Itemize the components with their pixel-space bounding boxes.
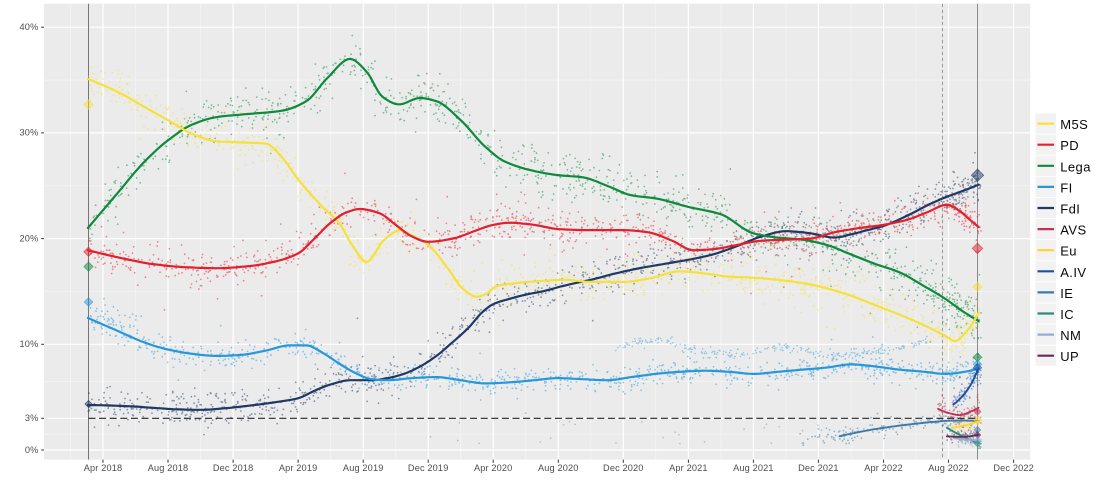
svg-text:IC: IC — [1060, 307, 1074, 322]
svg-text:M5S: M5S — [1060, 117, 1088, 132]
svg-text:Dec 2022: Dec 2022 — [993, 463, 1034, 473]
svg-text:UP: UP — [1060, 349, 1079, 364]
svg-text:NM: NM — [1060, 328, 1081, 343]
svg-text:40%: 40% — [20, 22, 39, 32]
svg-text:AVS: AVS — [1060, 223, 1086, 238]
svg-text:Lega: Lega — [1060, 159, 1091, 174]
svg-text:Eu: Eu — [1060, 244, 1077, 259]
svg-text:Aug 2021: Aug 2021 — [733, 463, 774, 473]
svg-text:Aug 2019: Aug 2019 — [343, 463, 384, 473]
svg-text:Apr 2021: Apr 2021 — [669, 463, 708, 473]
svg-text:IE: IE — [1060, 286, 1073, 301]
svg-text:FdI: FdI — [1060, 202, 1080, 217]
svg-text:20%: 20% — [20, 233, 39, 243]
svg-text:Apr 2022: Apr 2022 — [864, 463, 903, 473]
svg-text:Aug 2020: Aug 2020 — [538, 463, 579, 473]
svg-text:Aug 2022: Aug 2022 — [928, 463, 969, 473]
svg-text:Dec 2019: Dec 2019 — [408, 463, 449, 473]
svg-text:Apr 2020: Apr 2020 — [474, 463, 513, 473]
svg-text:Dec 2018: Dec 2018 — [213, 463, 254, 473]
svg-text:3%: 3% — [25, 413, 39, 423]
svg-text:Dec 2021: Dec 2021 — [798, 463, 839, 473]
svg-text:10%: 10% — [20, 339, 39, 349]
svg-text:Aug 2018: Aug 2018 — [148, 463, 189, 473]
svg-text:Dec 2020: Dec 2020 — [603, 463, 644, 473]
svg-text:Apr 2019: Apr 2019 — [279, 463, 318, 473]
svg-text:30%: 30% — [20, 128, 39, 138]
svg-text:FI: FI — [1060, 180, 1072, 195]
svg-text:A.IV: A.IV — [1060, 265, 1086, 280]
svg-text:Apr 2018: Apr 2018 — [84, 463, 123, 473]
svg-text:0%: 0% — [25, 445, 39, 455]
svg-text:PD: PD — [1060, 138, 1079, 153]
